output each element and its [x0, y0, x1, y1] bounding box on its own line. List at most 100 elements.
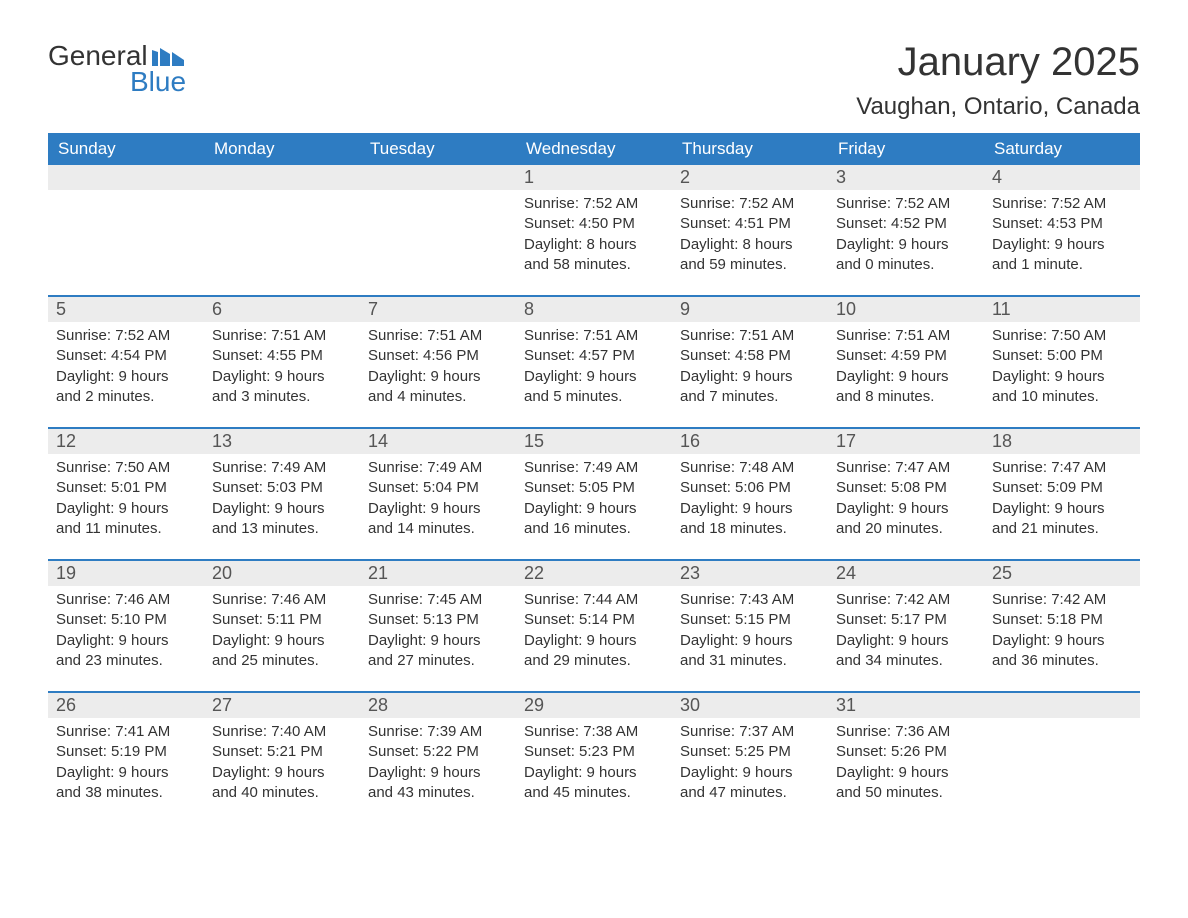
daylight-line: Daylight: 9 hours and 10 minutes.: [992, 367, 1132, 408]
sunset-line: Sunset: 4:52 PM: [836, 214, 976, 234]
daylight-line: Daylight: 9 hours and 21 minutes.: [992, 499, 1132, 540]
cell-body: Sunrise: 7:36 AMSunset: 5:26 PMDaylight:…: [828, 718, 984, 811]
calendar-cell: 22Sunrise: 7:44 AMSunset: 5:14 PMDayligh…: [516, 561, 672, 679]
day-number-row: 23: [672, 561, 828, 586]
day-number: 23: [680, 563, 700, 583]
calendar: SundayMondayTuesdayWednesdayThursdayFrid…: [48, 133, 1140, 811]
day-number: 21: [368, 563, 388, 583]
daylight-line: Daylight: 9 hours and 11 minutes.: [56, 499, 196, 540]
cell-body: Sunrise: 7:51 AMSunset: 4:59 PMDaylight:…: [828, 322, 984, 415]
day-number-row: 19: [48, 561, 204, 586]
calendar-cell: 17Sunrise: 7:47 AMSunset: 5:08 PMDayligh…: [828, 429, 984, 547]
cell-body: Sunrise: 7:38 AMSunset: 5:23 PMDaylight:…: [516, 718, 672, 811]
calendar-cell: .: [984, 693, 1140, 811]
sunset-line: Sunset: 5:08 PM: [836, 478, 976, 498]
day-number: 16: [680, 431, 700, 451]
sunrise-line: Sunrise: 7:49 AM: [524, 458, 664, 478]
cell-body: Sunrise: 7:40 AMSunset: 5:21 PMDaylight:…: [204, 718, 360, 811]
day-number: 29: [524, 695, 544, 715]
sunset-line: Sunset: 4:51 PM: [680, 214, 820, 234]
day-number: 28: [368, 695, 388, 715]
calendar-cell: 21Sunrise: 7:45 AMSunset: 5:13 PMDayligh…: [360, 561, 516, 679]
calendar-cell: 10 Sunrise: 7:51 AMSunset: 4:59 PMDayligh…: [828, 297, 984, 415]
day-number-row: 11: [984, 297, 1140, 322]
calendar-cell: 12Sunrise: 7:50 AMSunset: 5:01 PMDayligh…: [48, 429, 204, 547]
sunrise-line: Sunrise: 7:44 AM: [524, 590, 664, 610]
calendar-cell: 7Sunrise: 7:51 AMSunset: 4:56 PMDaylight…: [360, 297, 516, 415]
day-header: Saturday: [984, 133, 1140, 165]
day-number-row: 14: [360, 429, 516, 454]
daylight-line: Daylight: 8 hours and 59 minutes.: [680, 235, 820, 276]
calendar-cell: 4 Sunrise: 7:52 AMSunset: 4:53 PMDaylight…: [984, 165, 1140, 283]
sunset-line: Sunset: 4:58 PM: [680, 346, 820, 366]
sunrise-line: Sunrise: 7:51 AM: [680, 326, 820, 346]
day-number-row: .: [360, 165, 516, 190]
daylight-line: Daylight: 9 hours and 18 minutes.: [680, 499, 820, 540]
sunset-line: Sunset: 4:53 PM: [992, 214, 1132, 234]
day-number: 10: [836, 299, 856, 319]
daylight-line: Daylight: 9 hours and 47 minutes.: [680, 763, 820, 804]
cell-body: Sunrise: 7:51 AMSunset: 4:55 PMDaylight:…: [204, 322, 360, 415]
daylight-line: Daylight: 9 hours and 0 minutes.: [836, 235, 976, 276]
sunrise-line: Sunrise: 7:47 AM: [992, 458, 1132, 478]
sunset-line: Sunset: 5:22 PM: [368, 742, 508, 762]
cell-body: Sunrise: 7:44 AMSunset: 5:14 PMDaylight:…: [516, 586, 672, 679]
day-number: 2: [680, 167, 690, 187]
day-number-row: .: [984, 693, 1140, 718]
cell-body: Sunrise: 7:47 AMSunset: 5:09 PMDaylight:…: [984, 454, 1140, 547]
title-block: January 2025 Vaughan, Ontario, Canada: [856, 40, 1140, 121]
sunrise-line: Sunrise: 7:52 AM: [524, 194, 664, 214]
calendar-cell: 28 Sunrise: 7:39 AMSunset: 5:22 PMDayligh…: [360, 693, 516, 811]
day-number-row: .: [204, 165, 360, 190]
sunrise-line: Sunrise: 7:50 AM: [56, 458, 196, 478]
cell-body: Sunrise: 7:51 AMSunset: 4:58 PMDaylight:…: [672, 322, 828, 415]
calendar-cell: .: [360, 165, 516, 283]
day-number: 17: [836, 431, 856, 451]
calendar-cell: 24Sunrise: 7:42 AMSunset: 5:17 PMDayligh…: [828, 561, 984, 679]
sunrise-line: Sunrise: 7:46 AM: [56, 590, 196, 610]
daylight-line: Daylight: 9 hours and 25 minutes.: [212, 631, 352, 672]
day-number: 26: [56, 695, 76, 715]
day-number-row: 13: [204, 429, 360, 454]
day-number: 14: [368, 431, 388, 451]
cell-body: Sunrise: 7:41 AMSunset: 5:19 PMDaylight:…: [48, 718, 204, 811]
day-number-row: 17: [828, 429, 984, 454]
sunset-line: Sunset: 5:15 PM: [680, 610, 820, 630]
day-number: 24: [836, 563, 856, 583]
sunset-line: Sunset: 5:06 PM: [680, 478, 820, 498]
cell-body: Sunrise: 7:52 AMSunset: 4:50 PMDaylight:…: [516, 190, 672, 283]
cell-body: Sunrise: 7:39 AMSunset: 5:22 PMDaylight:…: [360, 718, 516, 811]
day-number-row: 9: [672, 297, 828, 322]
cell-body: Sunrise: 7:51 AMSunset: 4:57 PMDaylight:…: [516, 322, 672, 415]
day-number-row: 12: [48, 429, 204, 454]
daylight-line: Daylight: 9 hours and 31 minutes.: [680, 631, 820, 672]
calendar-cell: 19Sunrise: 7:46 AMSunset: 5:10 PMDayligh…: [48, 561, 204, 679]
sunrise-line: Sunrise: 7:46 AM: [212, 590, 352, 610]
cell-body: Sunrise: 7:50 AMSunset: 5:00 PMDaylight:…: [984, 322, 1140, 415]
cell-body: Sunrise: 7:49 AMSunset: 5:04 PMDaylight:…: [360, 454, 516, 547]
month-title: January 2025: [856, 40, 1140, 85]
day-number: 5: [56, 299, 66, 319]
sunset-line: Sunset: 4:56 PM: [368, 346, 508, 366]
sunset-line: Sunset: 4:59 PM: [836, 346, 976, 366]
cell-body: [984, 718, 1140, 730]
sunset-line: Sunset: 5:13 PM: [368, 610, 508, 630]
calendar-cell: 3Sunrise: 7:52 AMSunset: 4:52 PMDaylight…: [828, 165, 984, 283]
day-number: 27: [212, 695, 232, 715]
day-number: 25: [992, 563, 1012, 583]
cell-body: Sunrise: 7:52 AMSunset: 4:53 PMDaylight:…: [984, 190, 1140, 283]
day-number: 4: [992, 167, 1002, 187]
day-header: Monday: [204, 133, 360, 165]
day-number-row: 25: [984, 561, 1140, 586]
cell-body: [204, 190, 360, 202]
calendar-cell: 13Sunrise: 7:49 AMSunset: 5:03 PMDayligh…: [204, 429, 360, 547]
cell-body: Sunrise: 7:49 AMSunset: 5:03 PMDaylight:…: [204, 454, 360, 547]
day-number-row: 21: [360, 561, 516, 586]
day-header-row: SundayMondayTuesdayWednesdayThursdayFrid…: [48, 133, 1140, 165]
sunrise-line: Sunrise: 7:51 AM: [368, 326, 508, 346]
cell-body: Sunrise: 7:46 AMSunset: 5:10 PMDaylight:…: [48, 586, 204, 679]
calendar-week: 19Sunrise: 7:46 AMSunset: 5:10 PMDayligh…: [48, 559, 1140, 679]
sunset-line: Sunset: 5:11 PM: [212, 610, 352, 630]
daylight-line: Daylight: 9 hours and 34 minutes.: [836, 631, 976, 672]
sunrise-line: Sunrise: 7:42 AM: [992, 590, 1132, 610]
